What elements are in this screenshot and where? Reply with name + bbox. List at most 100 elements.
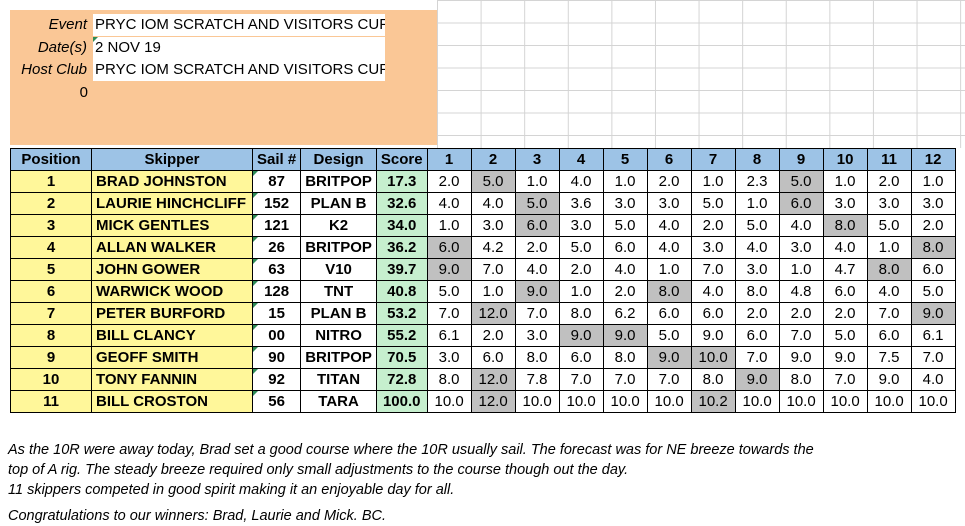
column-header[interactable]: 7 — [690, 148, 736, 171]
column-header[interactable]: Score — [375, 148, 428, 171]
race-result-cell[interactable]: 4.2 — [470, 236, 516, 259]
race-result-cell[interactable]: 4.0 — [558, 170, 604, 193]
race-result-cell[interactable]: 7.0 — [690, 258, 736, 281]
column-header[interactable]: 5 — [602, 148, 648, 171]
race-result-cell[interactable]: 2.3 — [734, 170, 780, 193]
position-cell[interactable]: 9 — [10, 346, 92, 369]
score-cell[interactable]: 39.7 — [375, 258, 428, 281]
race-result-cell[interactable]: 6.0 — [646, 302, 692, 325]
race-result-cell[interactable]: 3.0 — [690, 236, 736, 259]
race-result-cell[interactable]: 4.0 — [778, 214, 824, 237]
column-header[interactable]: 3 — [514, 148, 560, 171]
race-result-cell[interactable]: 3.0 — [470, 214, 516, 237]
race-result-cell[interactable]: 2.0 — [426, 170, 472, 193]
design-cell[interactable]: NITRO — [300, 324, 377, 347]
score-cell[interactable]: 34.0 — [375, 214, 428, 237]
sail-number-cell[interactable]: 152 — [251, 192, 302, 215]
score-cell[interactable]: 36.2 — [375, 236, 428, 259]
sail-number-cell[interactable]: 128 — [251, 280, 302, 303]
design-cell[interactable]: BRITPOP — [300, 170, 377, 193]
race-result-cell[interactable]: 10.0 — [426, 390, 472, 413]
race-result-cell[interactable]: 3.6 — [558, 192, 604, 215]
race-result-cell[interactable]: 8.0 — [778, 368, 824, 391]
position-cell[interactable]: 5 — [10, 258, 92, 281]
skipper-cell[interactable]: JOHN GOWER — [91, 258, 253, 281]
race-result-cell[interactable]: 10.0 — [910, 390, 956, 413]
race-result-cell[interactable]: 7.0 — [910, 346, 956, 369]
skipper-cell[interactable]: MICK GENTLES — [91, 214, 253, 237]
race-result-cell[interactable]: 6.1 — [426, 324, 472, 347]
race-result-cell[interactable]: 8.0 — [910, 236, 956, 259]
race-result-cell[interactable]: 3.0 — [822, 192, 868, 215]
column-header[interactable]: Design — [300, 148, 377, 171]
design-cell[interactable]: V10 — [300, 258, 377, 281]
position-cell[interactable]: 6 — [10, 280, 92, 303]
sail-number-cell[interactable]: 56 — [251, 390, 302, 413]
race-result-cell[interactable]: 2.0 — [778, 302, 824, 325]
race-result-cell[interactable]: 12.0 — [470, 368, 516, 391]
score-cell[interactable]: 55.2 — [375, 324, 428, 347]
score-cell[interactable]: 70.5 — [375, 346, 428, 369]
race-result-cell[interactable]: 2.0 — [602, 280, 648, 303]
position-cell[interactable]: 3 — [10, 214, 92, 237]
race-result-cell[interactable]: 10.0 — [690, 346, 736, 369]
race-result-cell[interactable]: 4.0 — [734, 236, 780, 259]
race-result-cell[interactable]: 2.0 — [558, 258, 604, 281]
race-result-cell[interactable]: 6.0 — [734, 324, 780, 347]
skipper-cell[interactable]: ALLAN WALKER — [91, 236, 253, 259]
race-result-cell[interactable]: 1.0 — [910, 170, 956, 193]
column-header[interactable]: 6 — [646, 148, 692, 171]
race-result-cell[interactable]: 5.0 — [734, 214, 780, 237]
race-result-cell[interactable]: 7.0 — [602, 368, 648, 391]
skipper-cell[interactable]: BILL CROSTON — [91, 390, 253, 413]
race-result-cell[interactable]: 6.0 — [778, 192, 824, 215]
race-result-cell[interactable]: 8.0 — [602, 346, 648, 369]
zero-value-cell[interactable]: 0 — [79, 84, 88, 101]
position-cell[interactable]: 7 — [10, 302, 92, 325]
column-header[interactable]: 2 — [470, 148, 516, 171]
race-result-cell[interactable]: 8.0 — [646, 280, 692, 303]
position-cell[interactable]: 10 — [10, 368, 92, 391]
race-result-cell[interactable]: 10.0 — [734, 390, 780, 413]
race-result-cell[interactable]: 6.1 — [910, 324, 956, 347]
skipper-cell[interactable]: BILL CLANCY — [91, 324, 253, 347]
race-result-cell[interactable]: 5.0 — [866, 214, 912, 237]
race-result-cell[interactable]: 2.0 — [690, 214, 736, 237]
column-header[interactable]: 1 — [426, 148, 472, 171]
race-result-cell[interactable]: 7.0 — [778, 324, 824, 347]
race-result-cell[interactable]: 7.0 — [646, 368, 692, 391]
column-header[interactable]: Position — [10, 148, 92, 171]
score-cell[interactable]: 100.0 — [375, 390, 428, 413]
score-cell[interactable]: 40.8 — [375, 280, 428, 303]
race-result-cell[interactable]: 7.0 — [822, 368, 868, 391]
position-cell[interactable]: 4 — [10, 236, 92, 259]
race-result-cell[interactable]: 2.0 — [470, 324, 516, 347]
race-result-cell[interactable]: 9.0 — [778, 346, 824, 369]
race-result-cell[interactable]: 10.0 — [866, 390, 912, 413]
sail-number-cell[interactable]: 26 — [251, 236, 302, 259]
race-result-cell[interactable]: 10.0 — [778, 390, 824, 413]
column-header[interactable]: Skipper — [91, 148, 253, 171]
race-result-cell[interactable]: 1.0 — [690, 170, 736, 193]
race-result-cell[interactable]: 4.0 — [910, 368, 956, 391]
race-result-cell[interactable]: 4.7 — [822, 258, 868, 281]
race-result-cell[interactable]: 4.0 — [866, 280, 912, 303]
race-result-cell[interactable]: 5.0 — [646, 324, 692, 347]
race-result-cell[interactable]: 9.0 — [514, 280, 560, 303]
race-result-cell[interactable]: 10.0 — [514, 390, 560, 413]
race-result-cell[interactable]: 2.0 — [734, 302, 780, 325]
race-result-cell[interactable]: 3.0 — [514, 324, 560, 347]
race-result-cell[interactable]: 2.0 — [910, 214, 956, 237]
race-result-cell[interactable]: 6.0 — [514, 214, 560, 237]
race-result-cell[interactable]: 9.0 — [822, 346, 868, 369]
race-result-cell[interactable]: 7.5 — [866, 346, 912, 369]
position-cell[interactable]: 1 — [10, 170, 92, 193]
design-cell[interactable]: PLAN B — [300, 192, 377, 215]
race-result-cell[interactable]: 3.0 — [910, 192, 956, 215]
race-result-cell[interactable]: 8.0 — [514, 346, 560, 369]
design-cell[interactable]: TARA — [300, 390, 377, 413]
sail-number-cell[interactable]: 87 — [251, 170, 302, 193]
column-header[interactable]: 12 — [910, 148, 956, 171]
race-result-cell[interactable]: 7.0 — [470, 258, 516, 281]
race-result-cell[interactable]: 5.0 — [778, 170, 824, 193]
